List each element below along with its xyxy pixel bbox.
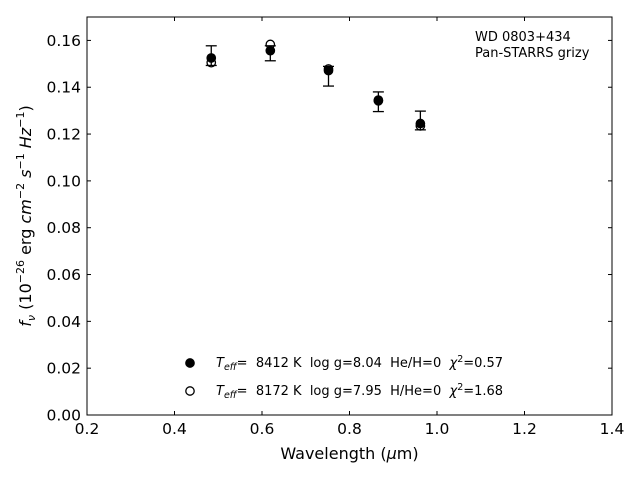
x-tick-label: 0.4 xyxy=(162,420,187,438)
data-point-filled xyxy=(265,45,276,56)
y-tick-label: 0.16 xyxy=(46,32,81,50)
legend-marker-open xyxy=(185,386,195,396)
y-tick-label: 0.12 xyxy=(46,126,81,144)
x-tick-label: 1.4 xyxy=(600,420,625,438)
y-tick-label: 0.02 xyxy=(46,360,81,378)
annotation-line-1: WD 0803+434 xyxy=(475,30,571,45)
y-tick-label: 0.14 xyxy=(46,79,81,97)
y-tick-label: 0.04 xyxy=(46,313,81,331)
data-points xyxy=(206,39,426,131)
data-point-filled xyxy=(206,53,217,63)
x-axis-label: Wavelength (μm) xyxy=(280,444,418,463)
y-axis-ticks: 0.00 0.02 0.04 0.06 0.08 0.10 0.12 0.14 0.16 xyxy=(46,32,612,425)
y-tick-label: 0.06 xyxy=(46,266,81,284)
x-tick-label: 0.8 xyxy=(337,420,362,438)
x-tick-label: 0.2 xyxy=(75,420,100,438)
x-tick-label: 1.2 xyxy=(512,420,537,438)
plot-frame xyxy=(86,16,613,416)
legend-label-open: Teff= 8172 K log g=7.95 H/He=0 χ2=1.68 xyxy=(216,382,503,401)
legend-marker-filled xyxy=(185,358,195,368)
y-tick-label: 0.10 xyxy=(46,172,81,190)
data-point-filled xyxy=(415,118,426,129)
annotation-line-2: Pan-STARRS grizy xyxy=(475,46,590,61)
y-tick-label: 0.08 xyxy=(46,219,81,237)
y-axis-label: fν (10−26 erg cm−2 s−1 Hz−1) xyxy=(14,105,38,326)
data-point-filled xyxy=(323,65,334,76)
legend: Teff= 8412 K log g=8.04 He/H=0 χ2=0.57 T… xyxy=(185,354,503,401)
x-tick-label: 0.6 xyxy=(250,420,275,438)
data-point-filled xyxy=(373,95,384,105)
legend-label-filled: Teff= 8412 K log g=8.04 He/H=0 χ2=0.57 xyxy=(216,354,503,373)
y-tick-label: 0.00 xyxy=(46,407,81,425)
x-tick-label: 1.0 xyxy=(425,420,450,438)
